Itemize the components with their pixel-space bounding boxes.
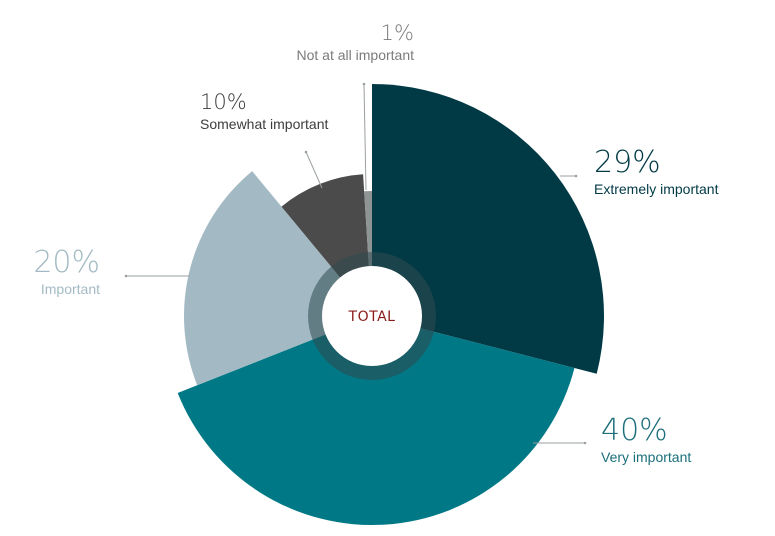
slice-category-label: Important [41, 281, 100, 297]
slice-value-label: 29% [594, 145, 661, 180]
slice-category-label: Extremely important [594, 181, 719, 197]
leader-dot [574, 174, 578, 178]
slice-value-label: 1% [381, 21, 414, 45]
leader-dot [362, 82, 366, 86]
leader-dot [124, 274, 128, 278]
center-label: TOTAL [348, 309, 396, 325]
leader-line [363, 83, 367, 191]
slice-labels: 29%Extremely important 40%Very important 2… [33, 21, 718, 465]
slice-value-label: 40% [601, 413, 668, 448]
slice-value-label: 10% [200, 90, 247, 114]
leader-dot [583, 441, 587, 445]
slice-category-label: Not at all important [297, 47, 415, 63]
pie-slice-very-important [177, 316, 575, 525]
leader-dot [304, 150, 308, 154]
leader-lines [124, 82, 587, 445]
slice-value-label: 20% [33, 245, 100, 280]
slice-category-label: Somewhat important [200, 116, 329, 132]
leader-line [305, 151, 323, 189]
center-disc [322, 266, 422, 366]
slice-category-label: Very important [601, 449, 691, 465]
